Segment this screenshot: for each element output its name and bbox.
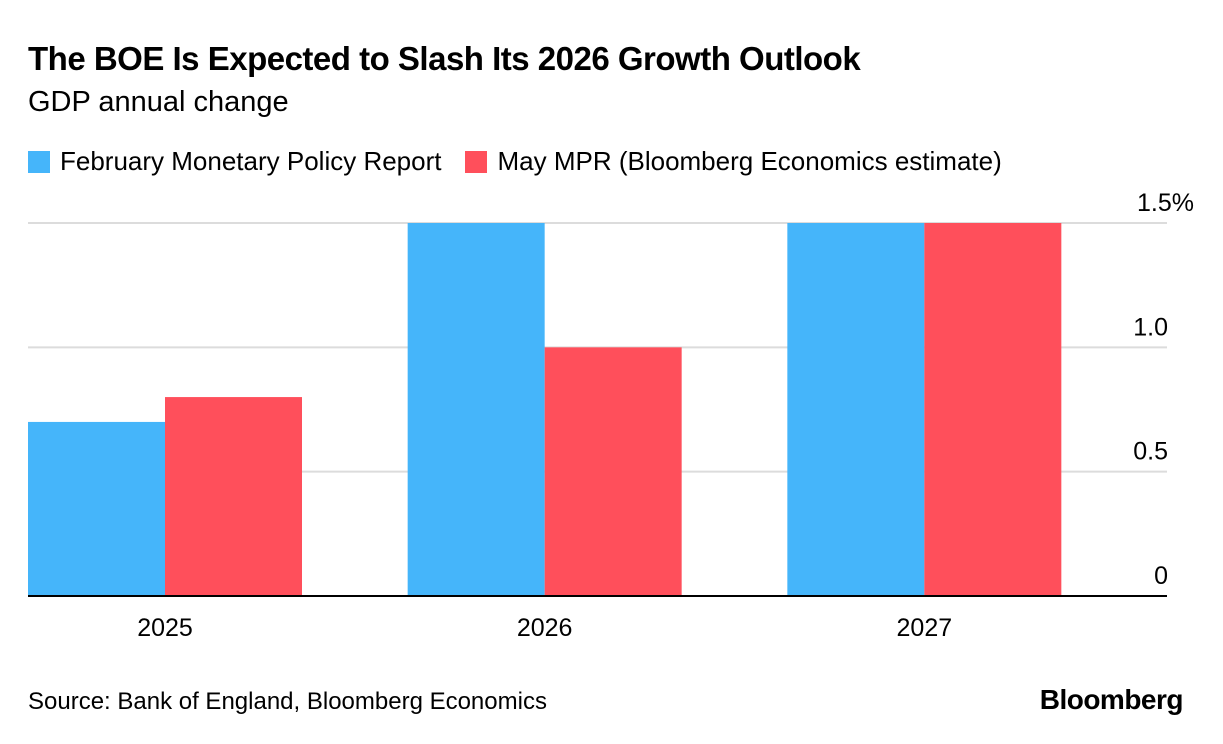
bar-2025-may bbox=[165, 397, 302, 596]
bar-2026-may bbox=[544, 347, 682, 596]
source-note: Source: Bank of England, Bloomberg Econo… bbox=[28, 688, 547, 715]
legend-item-february: February Monetary Policy Report bbox=[28, 146, 441, 177]
bar-2026-february bbox=[407, 223, 545, 596]
y-tick-label: 0.5 bbox=[1133, 438, 1168, 466]
legend-label-february: February Monetary Policy Report bbox=[60, 146, 442, 176]
y-tick-label: 0 bbox=[1154, 562, 1168, 590]
chart-subtitle: GDP annual change bbox=[28, 86, 289, 118]
y-tick-label: 1.5% bbox=[1137, 189, 1194, 217]
x-tick-label: 2027 bbox=[897, 614, 953, 642]
legend-label-may: May MPR (Bloomberg Economics estimate) bbox=[497, 146, 1002, 176]
bar-2025-february bbox=[28, 421, 165, 596]
bar-2027-may bbox=[924, 223, 1062, 596]
bloomberg-logo: Bloomberg bbox=[1039, 684, 1184, 715]
bar-2027-february bbox=[787, 223, 925, 596]
x-tick-label: 2026 bbox=[517, 614, 573, 642]
legend-item-may: May MPR (Bloomberg Economics estimate) bbox=[465, 146, 1002, 177]
legend: February Monetary Policy Report May MPR … bbox=[28, 146, 1026, 177]
y-tick-label: 1.0 bbox=[1133, 313, 1168, 341]
chart-title: The BOE Is Expected to Slash Its 2026 Gr… bbox=[28, 40, 861, 77]
legend-swatch-february bbox=[28, 150, 50, 173]
x-tick-label: 2025 bbox=[137, 614, 193, 642]
legend-swatch-may bbox=[465, 150, 488, 173]
